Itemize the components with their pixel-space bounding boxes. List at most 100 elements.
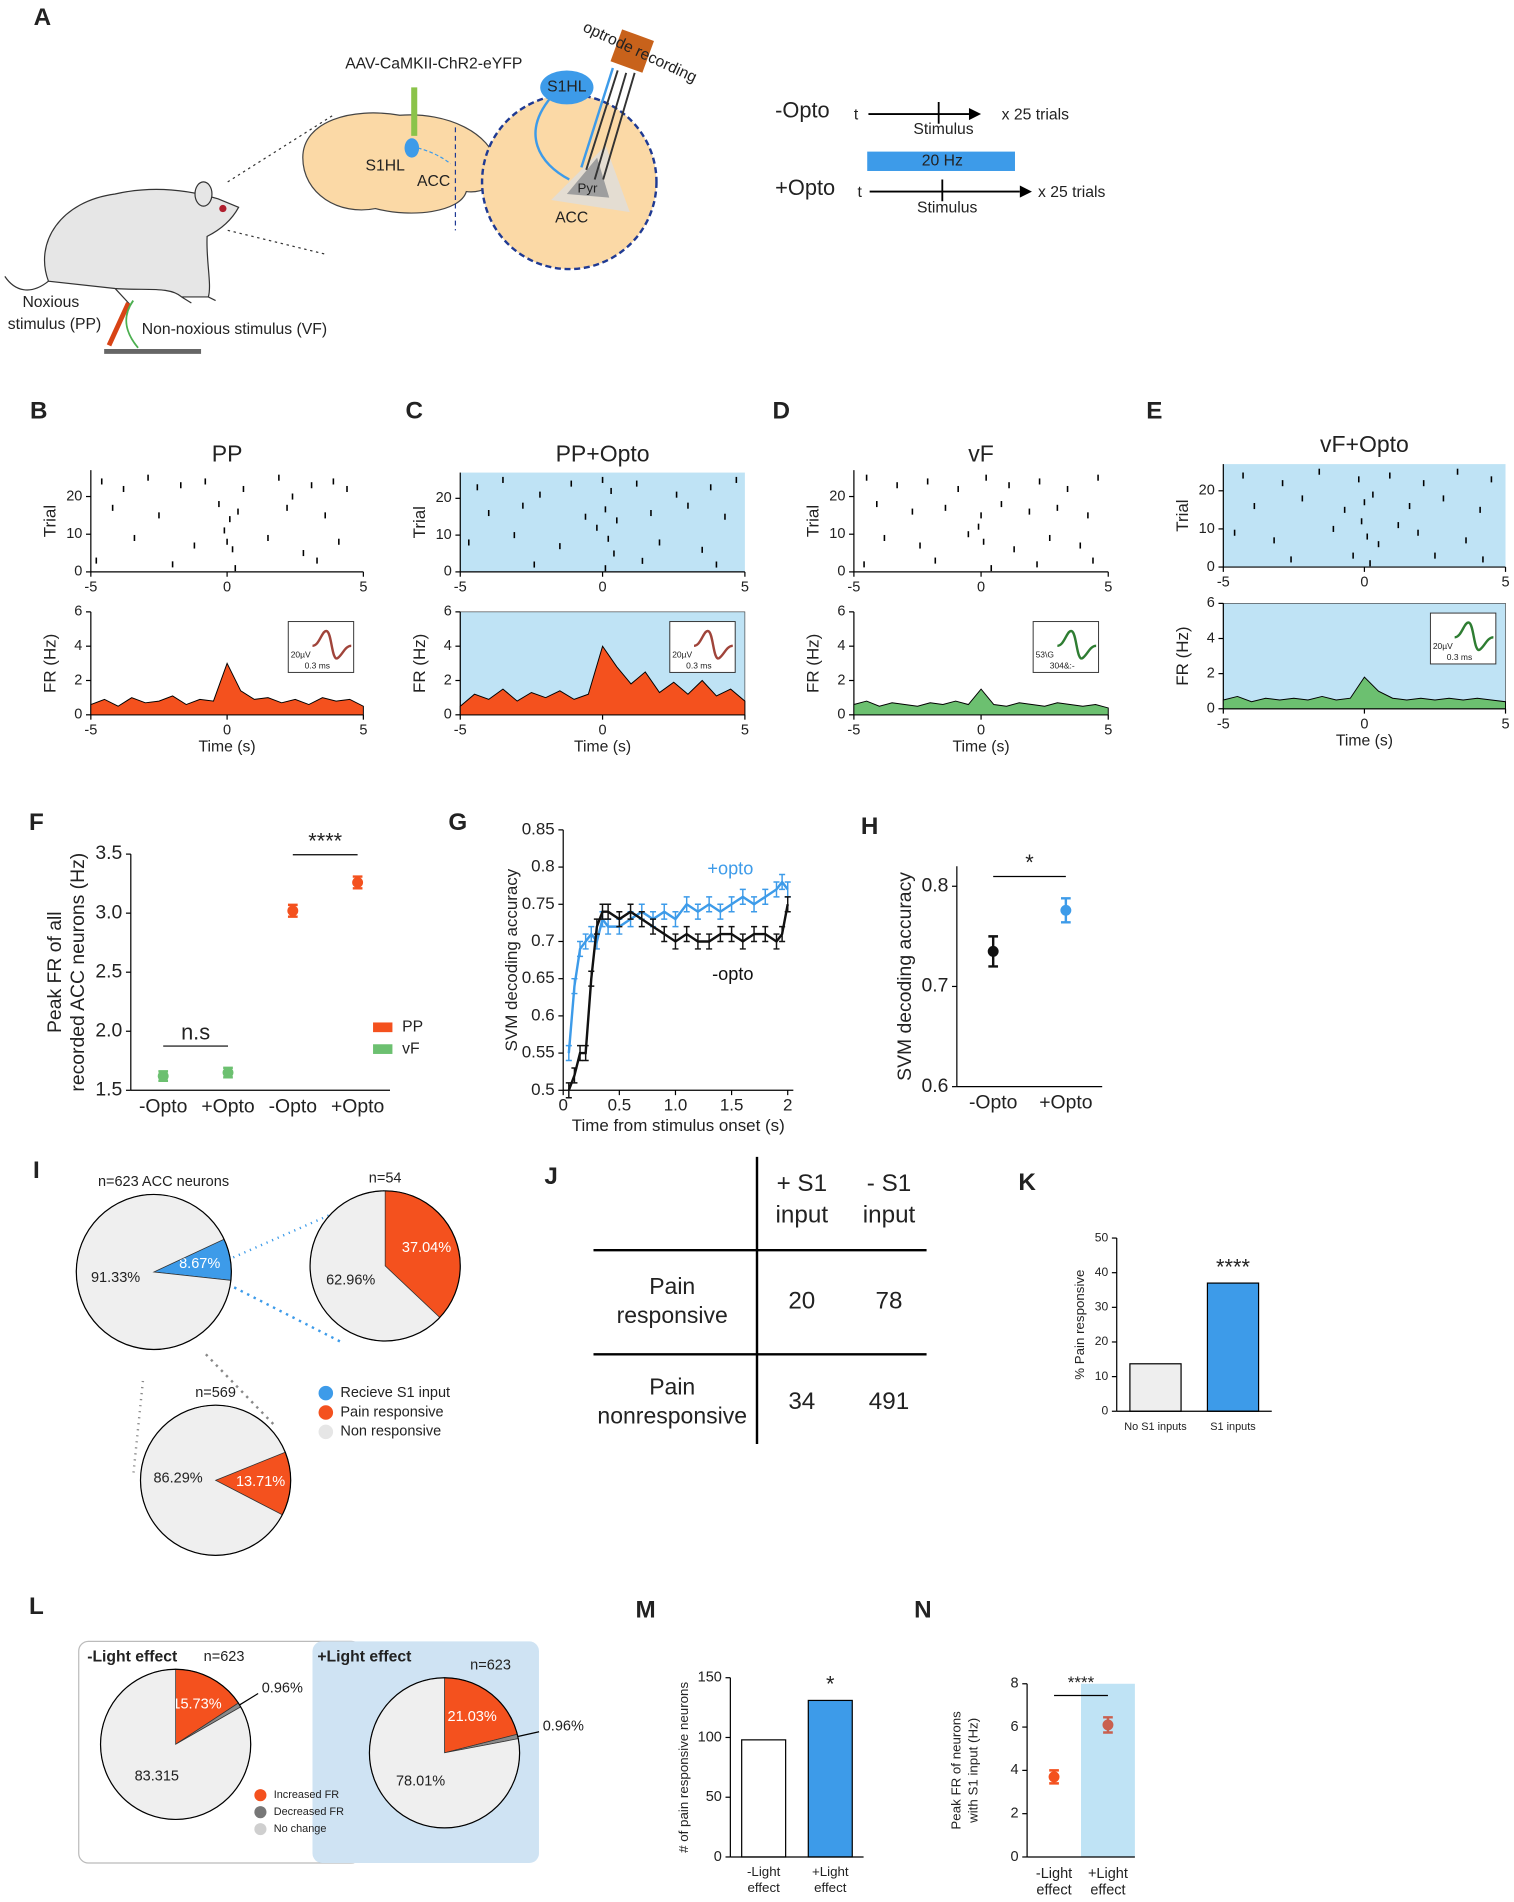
vf-filament bbox=[125, 300, 139, 349]
y-axis-label: % Pain responsive bbox=[1072, 1270, 1087, 1380]
waveform-inset bbox=[287, 621, 355, 673]
table-row-label: Pain bbox=[649, 1373, 695, 1399]
optrode-label: optrode recording bbox=[580, 19, 699, 87]
x-tick-label: -5 bbox=[454, 579, 467, 595]
connector bbox=[205, 1353, 278, 1428]
protocol-label: +Opto bbox=[775, 175, 835, 200]
y-axis-label: SVM decoding accuracy bbox=[894, 872, 916, 1081]
panel-label: F bbox=[29, 809, 44, 836]
stimulus-label: Stimulus bbox=[917, 200, 977, 217]
protocol-label: -Opto bbox=[775, 97, 830, 122]
x-tick-label: 5 bbox=[741, 722, 749, 738]
timeline bbox=[869, 179, 1020, 202]
y-axis-label: FR (Hz) bbox=[803, 634, 822, 693]
y-axis-label: with S1 input (Hz) bbox=[965, 1718, 980, 1824]
legend-swatch bbox=[318, 1424, 334, 1440]
x-axis-label: Time (s) bbox=[574, 739, 631, 756]
y-tick-label: 6 bbox=[1011, 1719, 1019, 1735]
s1hl-node bbox=[540, 70, 594, 105]
x-tick-label: S1 inputs bbox=[1210, 1421, 1256, 1433]
series-line bbox=[567, 904, 789, 1091]
point bbox=[1060, 904, 1072, 916]
x-tick-label: -Opto bbox=[269, 1095, 317, 1117]
y-tick-label: 20 bbox=[1199, 483, 1215, 499]
rat-legs bbox=[114, 288, 216, 306]
y-tick-label: 4 bbox=[837, 638, 845, 654]
table-cell: 78 bbox=[876, 1288, 903, 1315]
connector bbox=[132, 1380, 145, 1476]
bar bbox=[741, 1739, 787, 1858]
x-tick-label: 0 bbox=[1360, 716, 1368, 732]
optrode-fibers bbox=[585, 70, 636, 180]
rat-ear bbox=[194, 181, 213, 207]
y-tick-label: 50 bbox=[1095, 1230, 1109, 1244]
panel-label: D bbox=[772, 397, 790, 424]
pie-outline bbox=[99, 1668, 252, 1821]
optrode-head bbox=[610, 29, 654, 73]
legend-swatch bbox=[254, 1806, 267, 1819]
legend-label: Pain responsive bbox=[340, 1404, 443, 1420]
x-tick-label: 5 bbox=[359, 579, 367, 595]
s1hl-label: S1HL bbox=[365, 157, 405, 174]
x-tick-label: +Opto bbox=[1039, 1092, 1092, 1114]
bar bbox=[1206, 1282, 1260, 1412]
legend-swatch bbox=[254, 1823, 267, 1836]
x-tick-label: 0 bbox=[599, 579, 607, 595]
y-tick-label: 0 bbox=[444, 707, 452, 723]
panel-label: H bbox=[861, 813, 879, 840]
psth-area bbox=[853, 688, 1109, 716]
x-tick-label: 1.5 bbox=[720, 1096, 744, 1115]
table-header: + S1 bbox=[777, 1170, 828, 1197]
x-tick-label: -5 bbox=[847, 579, 860, 595]
x-tick-label: No S1 inputs bbox=[1124, 1421, 1187, 1433]
y-tick-label: 4 bbox=[74, 638, 82, 654]
noxious-label: stimulus (PP) bbox=[8, 316, 102, 333]
waveform-inset bbox=[1429, 612, 1497, 665]
inset-s1hl-label: S1HL bbox=[547, 79, 587, 96]
point bbox=[987, 945, 999, 957]
trials-label: x 25 trials bbox=[1038, 184, 1105, 201]
series-line bbox=[567, 879, 789, 1054]
y-tick-label: 3.0 bbox=[95, 901, 122, 923]
x-tick-label: 0 bbox=[977, 579, 985, 595]
y-tick-label: 20 bbox=[829, 488, 845, 504]
y-axis-label: # of pain responsive neurons bbox=[676, 1682, 691, 1853]
waveform bbox=[693, 629, 733, 660]
y-tick-label: 50 bbox=[706, 1789, 722, 1805]
bar bbox=[1129, 1363, 1182, 1412]
x-tick-label: effect bbox=[1036, 1883, 1071, 1899]
point bbox=[157, 1070, 169, 1082]
y-tick-label: 20 bbox=[66, 488, 82, 504]
pie-outline bbox=[139, 1404, 292, 1556]
light-label: 20 Hz bbox=[922, 152, 963, 169]
y-tick-label: 0.85 bbox=[522, 819, 555, 838]
noxious-label: Noxious bbox=[22, 294, 79, 311]
y-tick-label: 2 bbox=[1207, 665, 1215, 681]
y-tick-label: 0.6 bbox=[921, 1075, 948, 1097]
table-row-label: nonresponsive bbox=[597, 1402, 747, 1428]
x-tick-label: +Light bbox=[1088, 1866, 1128, 1882]
pie-heading: +Light effect bbox=[317, 1648, 412, 1665]
value-label: 91.33% bbox=[91, 1270, 140, 1286]
pyr-label: Pyr bbox=[577, 181, 598, 196]
table-row-label: Pain bbox=[649, 1273, 695, 1299]
legend-label: No change bbox=[274, 1823, 327, 1835]
point bbox=[222, 1067, 234, 1079]
panel-label: N bbox=[914, 1596, 932, 1623]
value-label: 83.315 bbox=[135, 1769, 179, 1785]
y-tick-label: 0 bbox=[444, 564, 452, 580]
y-tick-label: 0 bbox=[1011, 1849, 1019, 1865]
waveform bbox=[1454, 621, 1494, 651]
point bbox=[287, 905, 299, 917]
x-tick-label: 0.5 bbox=[608, 1096, 632, 1115]
legend-label: Decreased FR bbox=[274, 1806, 344, 1818]
x-tick-label: 5 bbox=[1104, 579, 1112, 595]
x-axis-label: Time (s) bbox=[953, 739, 1010, 756]
inset-scale-label: 20µV bbox=[1433, 641, 1453, 651]
panel-label: L bbox=[29, 1593, 44, 1620]
x-tick-label: -Opto bbox=[969, 1092, 1017, 1114]
y-axis-label: Trial bbox=[1173, 499, 1192, 531]
light-bar bbox=[867, 151, 1015, 171]
y-tick-label: 10 bbox=[829, 526, 845, 542]
